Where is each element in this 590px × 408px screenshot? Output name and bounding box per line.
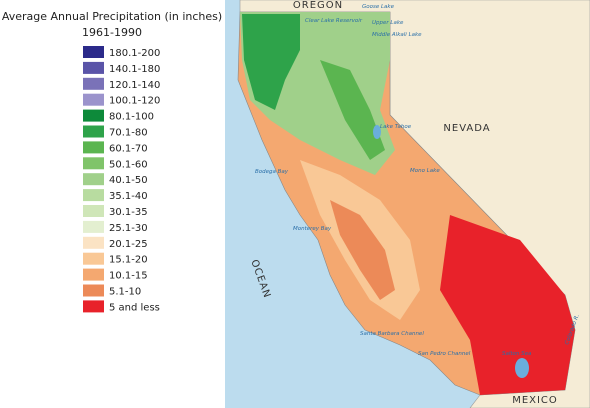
map-label: Upper Lake [372,20,404,26]
legend-label: 35.1-40 [109,191,148,202]
wettest-north [242,14,300,110]
legend-label: 180.1-200 [109,48,160,59]
legend-swatch [83,93,104,106]
legend-swatch [83,252,104,265]
legend-swatch [83,141,104,154]
legend-label: 20.1-25 [109,239,148,250]
legend-swatch [83,77,104,90]
dry-valley [330,200,395,300]
legend-swatch [83,46,104,58]
legend-label: 50.1-60 [109,159,148,170]
map-label: Bodega Bay [255,169,289,175]
legend-label: 30.1-35 [109,207,148,218]
legend-label: 140.1-180 [109,64,160,75]
legend-swatch [83,205,104,217]
legend-label: 100.1-120 [109,96,160,107]
legend-label: 5 and less [109,302,160,313]
legend-swatch [83,109,104,122]
map-label: Clear Lake Reservoir [305,18,363,24]
map-label: MEXICO [512,395,558,406]
map-label: Monterey Bay [293,226,332,232]
legend-swatch [83,284,104,297]
legend-label: 10.1-15 [109,271,148,282]
map-label: Goose Lake [362,4,395,10]
legend: 180.1-200 140.1-180 120.1-140 100.1-120 80.1… [83,46,160,313]
legend-swatch [83,61,104,74]
lake-tahoe [373,125,381,139]
map-label: Middle Alkali Lake [372,32,422,38]
legend-label: 25.1-30 [109,223,148,234]
map-label: Salton Sea [502,351,532,357]
legend-swatch [83,173,104,186]
title: Average Annual Precipitation (in inches) [2,10,222,23]
map: OREGON NEVADA OCEAN MEXICO Lake Tahoe Go… [225,0,590,408]
legend-label: 70.1-80 [109,128,148,139]
legend-swatch [83,125,104,138]
legend-swatch [83,236,104,249]
legend-label: 80.1-100 [109,112,154,123]
sierra [320,60,385,160]
legend-label: 5.1-10 [109,287,141,298]
legend-swatch [83,300,104,313]
map-label: Lake Tahoe [380,124,412,130]
map-label: Mono Lake [410,168,440,174]
desert [440,215,575,395]
map-label: NEVADA [443,123,490,134]
legend-label: 15.1-20 [109,255,148,266]
legend-label: 120.1-140 [109,80,160,91]
legend-label: 60.1-70 [109,143,148,154]
legend-label: 40.1-50 [109,175,148,186]
subtitle: 1961-1990 [82,26,142,39]
legend-swatch [83,268,104,281]
map-label: Santa Barbara Channel [360,331,424,337]
legend-swatch [83,157,104,170]
map-label: OREGON [293,0,343,11]
map-label: San Pedro Channel [418,351,471,357]
legend-swatch [83,189,104,202]
salton-sea [515,358,529,378]
legend-swatch [83,220,104,233]
